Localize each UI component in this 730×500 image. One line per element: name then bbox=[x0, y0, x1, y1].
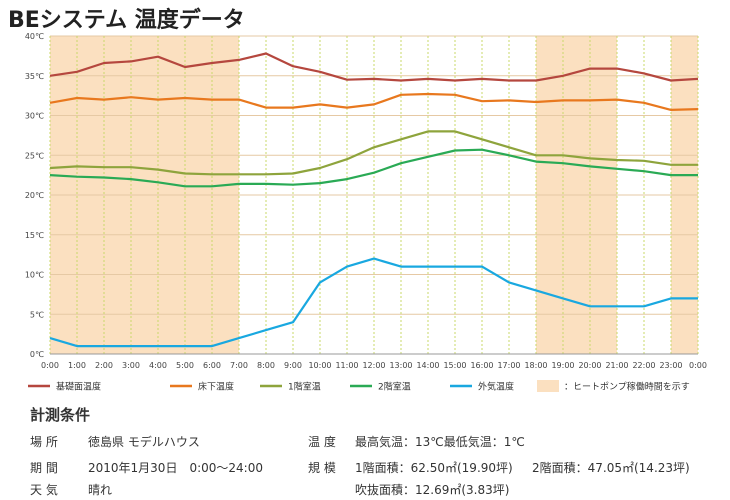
legend-label: 2階室温 bbox=[378, 381, 411, 393]
series-line bbox=[49, 52, 699, 82]
x-tick-label: 14:00 bbox=[416, 361, 439, 370]
x-tick-label: 9:00 bbox=[284, 361, 302, 370]
series-lines bbox=[49, 52, 699, 348]
x-tick-label: 0:00 bbox=[689, 361, 707, 370]
temperature-label: 温 度 bbox=[308, 435, 336, 449]
x-tick-label: 17:00 bbox=[497, 361, 520, 370]
x-tick-label: 0:00 bbox=[41, 361, 59, 370]
y-tick-label: 20℃ bbox=[25, 191, 44, 200]
temperature-value: 最高気温：13℃最低気温：1℃ bbox=[355, 435, 525, 449]
series-line bbox=[49, 257, 698, 348]
x-tick-label: 6:00 bbox=[203, 361, 221, 370]
x-tick-label: 19:00 bbox=[551, 361, 574, 370]
period-value: 2010年1月30日 0:00〜24:00 bbox=[88, 461, 263, 475]
temperature-chart: 0℃ 5℃ 10℃ 15℃ 20℃ 25℃ 30℃ 35℃ 40℃ 0:00 1:00 2:00 3:… bbox=[25, 32, 707, 393]
floor2-area: 2階面積：47.05㎡(14.23坪) bbox=[532, 461, 690, 475]
y-tick-label: 0℃ bbox=[30, 350, 44, 359]
x-tick-label: 11:00 bbox=[335, 361, 358, 370]
series-line bbox=[49, 130, 698, 176]
x-tick-label: 12:00 bbox=[362, 361, 385, 370]
y-tick-label: 10℃ bbox=[25, 271, 44, 280]
y-tick-label: 15℃ bbox=[25, 231, 44, 240]
page-title: BEシステム 温度データ bbox=[8, 8, 245, 33]
legend-label: 外気温度 bbox=[478, 381, 514, 393]
grid-lines bbox=[49, 35, 699, 355]
x-tick-label: 18:00 bbox=[524, 361, 547, 370]
x-tick-label: 5:00 bbox=[176, 361, 194, 370]
x-tick-label: 21:00 bbox=[605, 361, 628, 370]
x-tick-label: 10:00 bbox=[308, 361, 331, 370]
x-tick-label: 23:00 bbox=[659, 361, 682, 370]
x-tick-label: 13:00 bbox=[389, 361, 412, 370]
y-tick-label: 35℃ bbox=[25, 72, 44, 81]
x-tick-label: 7:00 bbox=[230, 361, 248, 370]
x-tick-label: 2:00 bbox=[95, 361, 113, 370]
y-tick-label: 25℃ bbox=[25, 151, 44, 160]
x-tick-label: 15:00 bbox=[443, 361, 466, 370]
x-tick-label: 20:00 bbox=[578, 361, 601, 370]
y-tick-label: 5℃ bbox=[30, 310, 44, 319]
floor1-area: 1階面積：62.50㎡(19.90坪) bbox=[355, 461, 513, 475]
y-tick-label: 30℃ bbox=[25, 112, 44, 121]
x-tick-label: 4:00 bbox=[149, 361, 167, 370]
atrium-area: 吹抜面積：12.69㎡(3.83坪) bbox=[355, 483, 510, 497]
legend-band-label: ：ヒートポンプ稼働時間を示す bbox=[564, 381, 690, 393]
legend-label: 床下温度 bbox=[198, 381, 234, 393]
legend: 基礎面温度 床下温度 1階室温 2階室温 外気温度 ：ヒートポンプ稼働時間を示す bbox=[28, 380, 690, 393]
scale-label: 規 模 bbox=[308, 461, 336, 475]
legend-band-swatch bbox=[537, 380, 559, 392]
legend-label: 基礎面温度 bbox=[56, 381, 101, 393]
x-tick-label: 1:00 bbox=[68, 361, 86, 370]
x-tick-label: 22:00 bbox=[632, 361, 655, 370]
place-value: 徳島県 モデルハウス bbox=[88, 435, 200, 449]
period-label: 期 間 bbox=[30, 461, 58, 475]
series-line bbox=[49, 148, 698, 188]
conditions-title: 計測条件 bbox=[30, 406, 91, 424]
x-tick-label: 8:00 bbox=[257, 361, 275, 370]
y-axis-ticks: 0℃ 5℃ 10℃ 15℃ 20℃ 25℃ 30℃ 35℃ 40℃ bbox=[25, 32, 44, 359]
series-line bbox=[49, 92, 699, 112]
x-tick-label: 16:00 bbox=[470, 361, 493, 370]
x-tick-label: 3:00 bbox=[122, 361, 140, 370]
weather-value: 晴れ bbox=[88, 483, 113, 497]
place-label: 場 所 bbox=[30, 435, 58, 449]
x-axis-ticks: 0:00 1:00 2:00 3:00 4:00 5:00 6:00 7:00 8:00 9:00… bbox=[41, 361, 707, 370]
y-tick-label: 40℃ bbox=[25, 32, 44, 41]
legend-label: 1階室温 bbox=[288, 381, 321, 393]
weather-label: 天 気 bbox=[30, 483, 58, 497]
